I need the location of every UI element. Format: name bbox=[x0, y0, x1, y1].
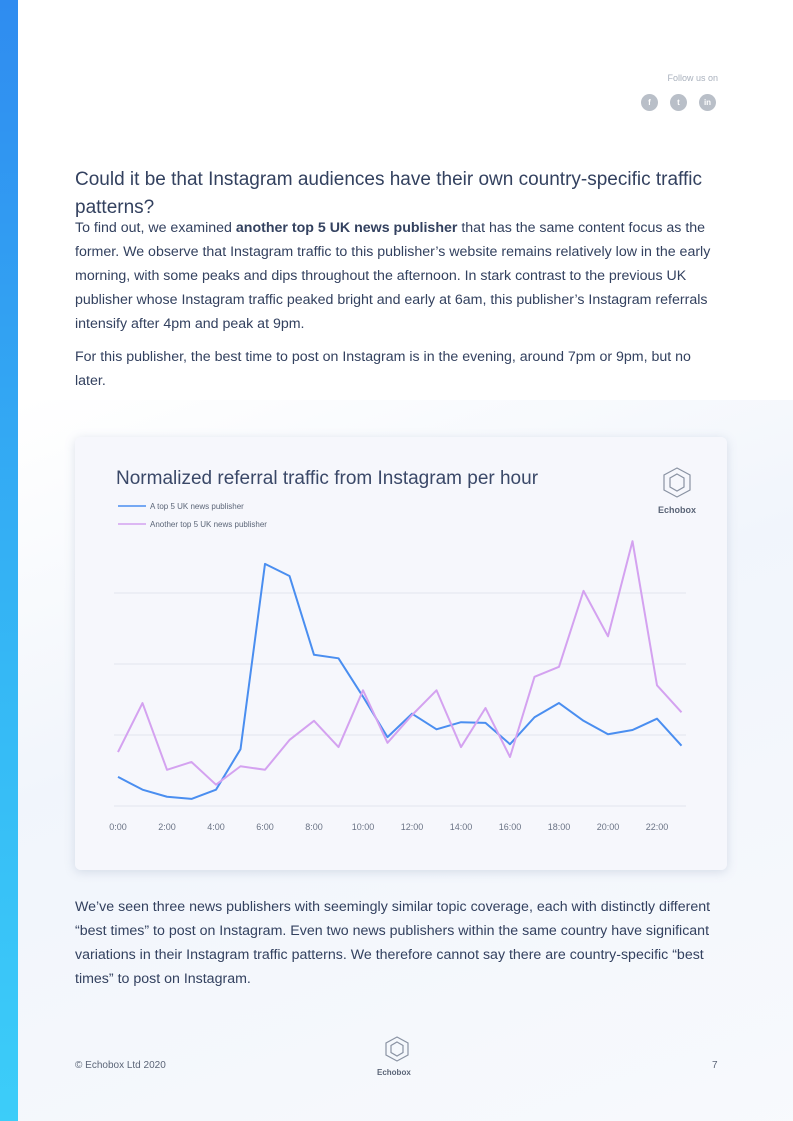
x-tick-label: 10:00 bbox=[352, 822, 375, 832]
text: To find out, we examined bbox=[75, 220, 236, 236]
paragraph: To find out, we examined another top 5 U… bbox=[75, 216, 725, 336]
x-tick-label: 12:00 bbox=[401, 822, 424, 832]
x-tick-label: 4:00 bbox=[207, 822, 225, 832]
legend-label: Another top 5 UK news publisher bbox=[150, 520, 267, 529]
x-tick-label: 16:00 bbox=[499, 822, 522, 832]
twitter-icon[interactable]: t bbox=[670, 94, 687, 111]
x-tick-label: 18:00 bbox=[548, 822, 571, 832]
text: that has the same content focus as the f… bbox=[75, 220, 711, 332]
chart-logo-icon bbox=[663, 467, 691, 498]
series-line bbox=[117, 562, 683, 800]
facebook-icon[interactable]: f bbox=[641, 94, 658, 111]
legend-label: A top 5 UK news publisher bbox=[150, 502, 244, 511]
heading: Could it be that Instagram audiences hav… bbox=[75, 169, 702, 218]
linkedin-icon[interactable]: in bbox=[699, 94, 716, 111]
x-tick-label: 6:00 bbox=[256, 822, 274, 832]
chart-logo: Echobox bbox=[658, 505, 696, 515]
x-tick-label: 8:00 bbox=[305, 822, 323, 832]
bold-text: another top 5 UK news publisher bbox=[235, 220, 458, 236]
series-line bbox=[117, 540, 683, 786]
paragraph: We’ve seen three news publishers with se… bbox=[75, 899, 711, 987]
x-tick-label: 0:00 bbox=[109, 822, 127, 832]
page-number: 7 bbox=[712, 1060, 718, 1071]
footer-logo-icon bbox=[385, 1036, 409, 1062]
x-tick-label: 14:00 bbox=[450, 822, 473, 832]
chart-title: Normalized referral traffic from Instagr… bbox=[116, 468, 539, 489]
footer-logo: Echobox bbox=[377, 1068, 411, 1077]
x-tick-label: 20:00 bbox=[597, 822, 620, 832]
x-tick-label: 2:00 bbox=[158, 822, 176, 832]
x-tick-label: 22:00 bbox=[646, 822, 669, 832]
sidebar bbox=[0, 0, 18, 1121]
follow-label: Follow us on bbox=[667, 73, 718, 83]
paragraph: For this publisher, the best time to pos… bbox=[75, 349, 691, 389]
copyright: © Echobox Ltd 2020 bbox=[75, 1060, 166, 1071]
